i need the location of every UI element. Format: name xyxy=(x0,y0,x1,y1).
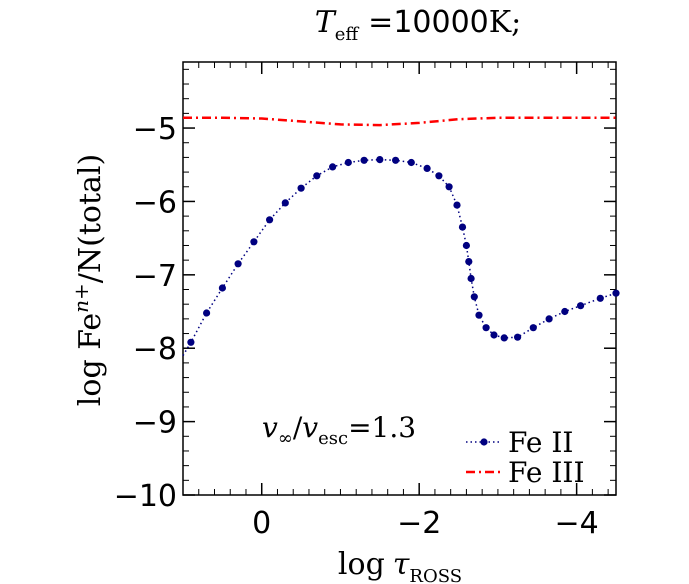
annotation-v1: v xyxy=(262,411,278,444)
annotation-eq: =1.3 xyxy=(348,411,416,444)
chart-title: Teff =10000K; xyxy=(315,5,522,45)
y-tick-label: −5 xyxy=(133,112,177,147)
data-point-fe-ii xyxy=(218,284,226,292)
xlabel-prefix: log xyxy=(338,547,385,582)
y-tick-label: −8 xyxy=(133,332,177,367)
data-point-fe-ii xyxy=(545,315,553,323)
data-point-fe-ii xyxy=(435,172,443,180)
annotation-slash: / xyxy=(293,411,303,444)
y-tick-label: −6 xyxy=(133,185,177,220)
x-axis-label: log τROSS xyxy=(338,547,462,584)
data-point-fe-ii xyxy=(453,201,461,209)
data-point-fe-ii xyxy=(500,334,508,342)
data-point-fe-ii xyxy=(376,156,384,164)
data-point-fe-ii xyxy=(475,311,483,319)
axis-tick-labels: 0 −2 −4 −5 −6 −7 −8 −9 −10 xyxy=(114,112,599,541)
series-line-fe-iii xyxy=(183,116,616,127)
data-point-fe-ii xyxy=(329,163,337,171)
data-point-fe-ii xyxy=(407,158,415,167)
x-tick-label: 0 xyxy=(252,506,271,541)
data-point-fe-ii xyxy=(392,156,400,164)
y-tick-label: −9 xyxy=(133,406,177,441)
xlabel-symbol: τ xyxy=(393,547,410,582)
data-point-fe-ii xyxy=(470,293,478,301)
plot-frame xyxy=(182,61,617,496)
data-point-fe-ii xyxy=(250,238,258,246)
data-point-fe-ii xyxy=(234,260,242,268)
legend-label-fe2: Fe II xyxy=(508,426,574,459)
data-point-fe-ii xyxy=(203,309,211,317)
x-tick-label: −4 xyxy=(555,506,599,541)
ylabel-prefix: log Fe xyxy=(73,313,108,406)
legend-entry-fe2: Fe II xyxy=(466,426,574,459)
y-axis-label: log Fen+/N(total) xyxy=(69,154,108,406)
y-tick-label: −7 xyxy=(133,259,177,294)
title-teff-symbol: T xyxy=(315,5,337,40)
axis-ticks xyxy=(182,62,616,496)
data-point-fe-ii xyxy=(514,333,522,341)
xlabel-sub: ROSS xyxy=(409,566,462,584)
x-tick-label: −2 xyxy=(397,506,441,541)
data-point-fe-ii xyxy=(297,184,305,192)
data-point-fe-ii xyxy=(529,324,537,332)
annotation-v2-sub: esc xyxy=(318,428,348,449)
data-point-fe-ii xyxy=(465,258,473,266)
data-point-fe-ii xyxy=(612,289,620,297)
data-point-fe-ii xyxy=(360,156,368,164)
data-point-fe-ii xyxy=(490,331,498,339)
title-value: 10000 xyxy=(393,5,488,40)
y-tick-label: −10 xyxy=(114,479,177,514)
legend: Fe II Fe III xyxy=(466,426,585,489)
data-point-fe-ii xyxy=(187,338,195,346)
annotation-v1-sub: ∞ xyxy=(278,428,293,449)
data-point-fe-ii xyxy=(462,241,470,250)
data-point-fe-ii xyxy=(344,158,352,167)
data-point-fe-ii xyxy=(458,223,467,231)
ylabel-sup: n+ xyxy=(69,283,93,313)
series-line-fe-ii xyxy=(182,158,617,356)
data-point-fe-ii xyxy=(561,307,569,316)
data-point-fe-ii xyxy=(577,302,585,310)
legend-label-fe3: Fe III xyxy=(508,456,585,489)
data-point-fe-ii xyxy=(423,164,431,172)
title-unit: K; xyxy=(489,5,522,40)
data-point-fe-ii xyxy=(266,216,274,224)
data-point-fe-ii xyxy=(313,172,321,180)
data-point-fe-ii xyxy=(445,183,453,191)
data-point-fe-ii xyxy=(467,274,475,283)
legend-entry-fe3: Fe III xyxy=(466,456,585,489)
velocity-annotation: v∞/vesc=1.3 xyxy=(262,411,416,449)
data-point-fe-ii xyxy=(482,324,490,332)
data-point-fe-ii xyxy=(281,199,289,207)
annotation-v2: v xyxy=(302,411,318,444)
legend-marker-fe2 xyxy=(480,438,488,446)
title-teff-sub: eff xyxy=(335,24,360,45)
data-point-fe-ii xyxy=(596,294,604,302)
ylabel-suffix: /N(total) xyxy=(73,154,108,283)
title-equals: = xyxy=(368,5,393,40)
series-layer xyxy=(182,116,620,356)
